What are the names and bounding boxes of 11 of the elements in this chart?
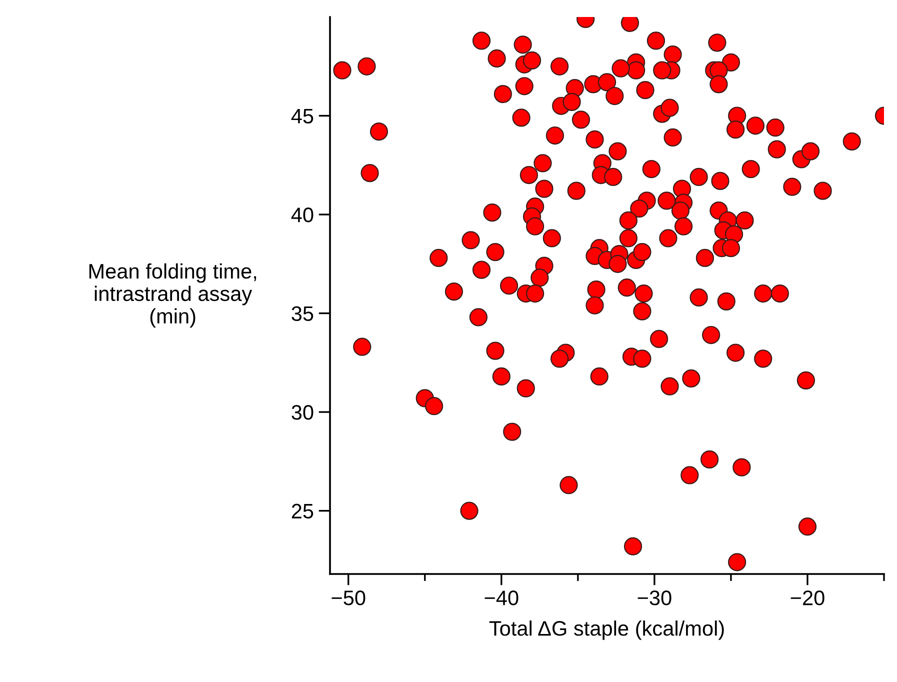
y-tick-label: 40 (291, 208, 314, 222)
y-tick-label: 25 (292, 504, 314, 519)
x-tick-label: −20 (790, 590, 824, 606)
x-tick-label: −50 (332, 590, 366, 606)
y-tick-label: 30 (292, 405, 314, 420)
y-axis-title: Mean folding time, intrastrand assay (min) (89, 263, 256, 328)
x-tick-label: −30 (638, 590, 672, 606)
y-tick-label: 45 (291, 108, 314, 124)
x-axis-title: Total ΔG staple (kcal/mol) (489, 620, 724, 640)
y-tick-label: 35 (292, 306, 314, 322)
x-tick-label: −40 (484, 590, 518, 606)
